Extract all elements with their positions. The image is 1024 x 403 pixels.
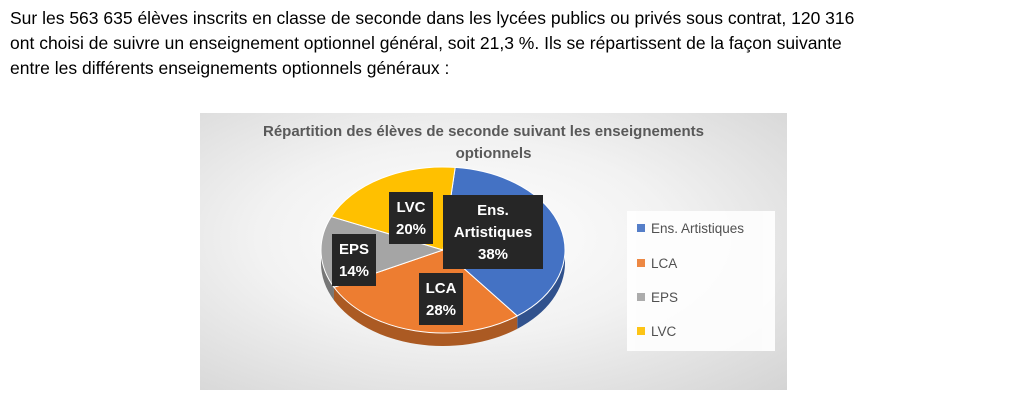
data-label-text: Artistiques [454,224,532,241]
data-label-text: LCA [426,280,457,297]
data-label-text: 38% [478,246,508,263]
intro-line-3: entre les différents enseignements optio… [10,58,450,78]
data-label-text: EPS [339,241,369,258]
data-label-text: Ens. [477,202,509,219]
data-label-text: LVC [397,199,426,216]
data-label-text: 14% [339,263,369,280]
intro-paragraph: Sur les 563 635 élèves inscrits en class… [10,6,1010,81]
data-label-box [332,234,376,286]
legend-swatch [637,327,645,335]
legend-item-lvc: LVC [637,324,676,339]
chart-title-line-2: optionnels [455,145,532,162]
legend-swatch [637,293,645,301]
legend-item-lca: LCA [637,256,677,271]
pie-slice-side [333,287,518,346]
chart-title-line-1: Répartition des élèves de seconde suivan… [263,123,704,140]
data-label-box [389,192,433,244]
data-label-lvc: LVC 20% [389,192,433,244]
legend-label: LVC [651,324,677,339]
data-label-box [443,195,543,269]
data-label-text: 20% [396,221,426,238]
intro-line-2: ont choisi de suivre un enseignement opt… [10,33,842,53]
pie-chart: Répartition des élèves de seconde suivan… [200,113,787,390]
data-label-box [419,273,463,325]
data-label-text: 28% [426,302,456,319]
data-label-eps: EPS 14% [332,234,376,286]
data-label-lca: LCA 28% [419,273,463,325]
data-label-ens-artistiques: Ens. Artistiques 38% [443,195,543,269]
legend-label: LCA [651,256,678,271]
pie-plot: Ens. Artistiques 38% LCA 28% EPS 14% LVC 20% [320,166,566,346]
legend-swatch [637,259,645,267]
chart-title: Répartition des élèves de seconde suivan… [200,121,787,165]
pie-slice-side [321,250,334,301]
legend-item-ens-artistiques: Ens. Artistiques [637,221,744,236]
legend-label: Ens. Artistiques [651,221,745,236]
legend-label: EPS [651,290,679,305]
chart-legend: Ens. Artistiques LCA EPS LVC [627,211,775,351]
legend-swatch [637,224,645,232]
legend-item-eps: EPS [637,290,678,305]
intro-line-1: Sur les 563 635 élèves inscrits en class… [10,8,855,28]
